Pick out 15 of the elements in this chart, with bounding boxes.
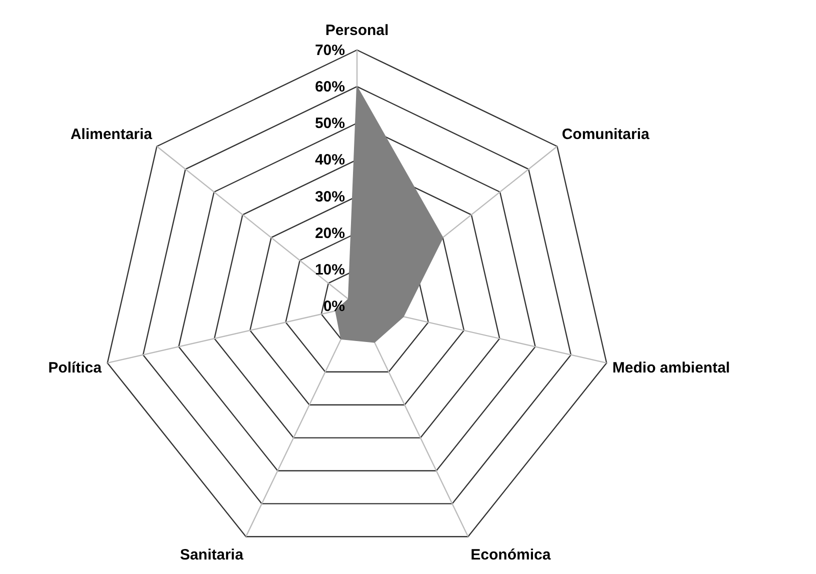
spoke-label: Comunitaria: [562, 126, 650, 143]
y-tick-label: 30%: [314, 188, 345, 206]
spoke-label: Sanitaria: [180, 546, 244, 564]
spoke-label: Medio ambiental: [612, 359, 730, 376]
spoke-label: Política: [48, 359, 102, 376]
y-tick-label: 70%: [314, 42, 345, 59]
spoke-label: Económica: [470, 546, 552, 564]
y-tick-label: 10%: [314, 261, 345, 278]
y-tick-label: 0%: [323, 298, 345, 315]
spoke-label: Alimentaria: [70, 126, 153, 143]
y-tick-label: 20%: [314, 224, 345, 242]
y-tick-label: 40%: [314, 152, 345, 169]
y-tick-label: 50%: [314, 115, 345, 132]
spoke-label: Personal: [325, 22, 389, 39]
y-tick-label: 60%: [314, 78, 345, 96]
